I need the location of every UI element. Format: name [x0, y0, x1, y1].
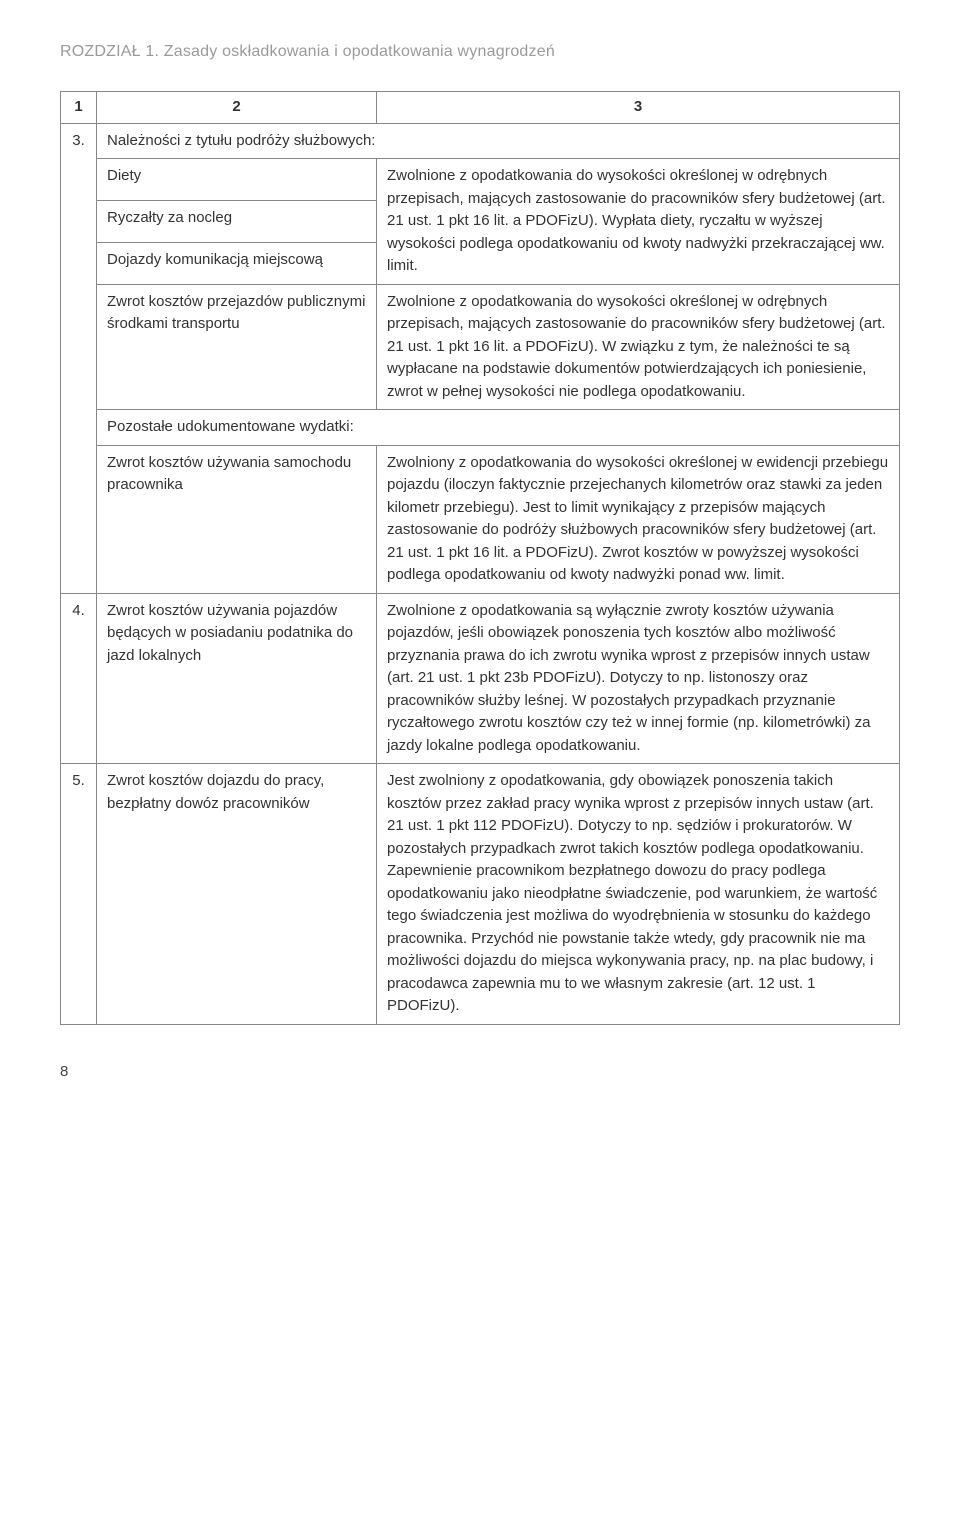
row-3a-left-ryczalty: Ryczałty za nocleg	[97, 201, 377, 243]
row-3-title-cell: Należności z tytułu podróży służbowych:	[97, 123, 900, 159]
main-table: 1 2 3 3. Należności z tytułu podróży słu…	[60, 91, 900, 1025]
row-3a-left-dojazdy: Dojazdy komunikacją miejscową	[97, 242, 377, 284]
row-3b-right: Zwolnione z opodatkowania do wysokości o…	[377, 284, 900, 410]
row-5-right: Jest zwolniony z opodatkowania, gdy obow…	[377, 764, 900, 1025]
row-3-number: 3.	[61, 123, 97, 593]
row-5-number: 5.	[61, 764, 97, 1025]
row-3b: Zwrot kosztów przejazdów publicznymi śro…	[61, 284, 900, 410]
header-col-3: 3	[377, 92, 900, 124]
row-3c: Zwrot kosztów używania samochodu pracown…	[61, 445, 900, 593]
page-number: 8	[60, 1061, 900, 1083]
header-col-2: 2	[97, 92, 377, 124]
row-4-right: Zwolnione z opodatkowania są wyłącznie z…	[377, 593, 900, 764]
row-3a-left-diety: Diety	[97, 159, 377, 201]
row-3a-1: Diety Zwolnione z opodatkowania do wysok…	[61, 159, 900, 201]
header-col-1: 1	[61, 92, 97, 124]
row-4-number: 4.	[61, 593, 97, 764]
row-4: 4. Zwrot kosztów używania pojazdów będąc…	[61, 593, 900, 764]
running-head: ROZDZIAŁ 1. Zasady oskładkowania i opoda…	[60, 40, 900, 63]
row-3-title: 3. Należności z tytułu podróży służbowyc…	[61, 123, 900, 159]
row-5: 5. Zwrot kosztów dojazdu do pracy, bezpł…	[61, 764, 900, 1025]
row-3c-right: Zwolniony z opodatkowania do wysokości o…	[377, 445, 900, 593]
row-3a-right: Zwolnione z opodatkowania do wysokości o…	[377, 159, 900, 285]
row-3-subtitle: Pozostałe udokumentowane wydatki:	[61, 410, 900, 446]
row-3c-left: Zwrot kosztów używania samochodu pracown…	[97, 445, 377, 593]
row-3b-left: Zwrot kosztów przejazdów publicznymi śro…	[97, 284, 377, 410]
row-4-left: Zwrot kosztów używania pojazdów będących…	[97, 593, 377, 764]
row-5-left: Zwrot kosztów dojazdu do pracy, bezpłatn…	[97, 764, 377, 1025]
table-header-row: 1 2 3	[61, 92, 900, 124]
row-3-subtitle-cell: Pozostałe udokumentowane wydatki:	[97, 410, 900, 446]
